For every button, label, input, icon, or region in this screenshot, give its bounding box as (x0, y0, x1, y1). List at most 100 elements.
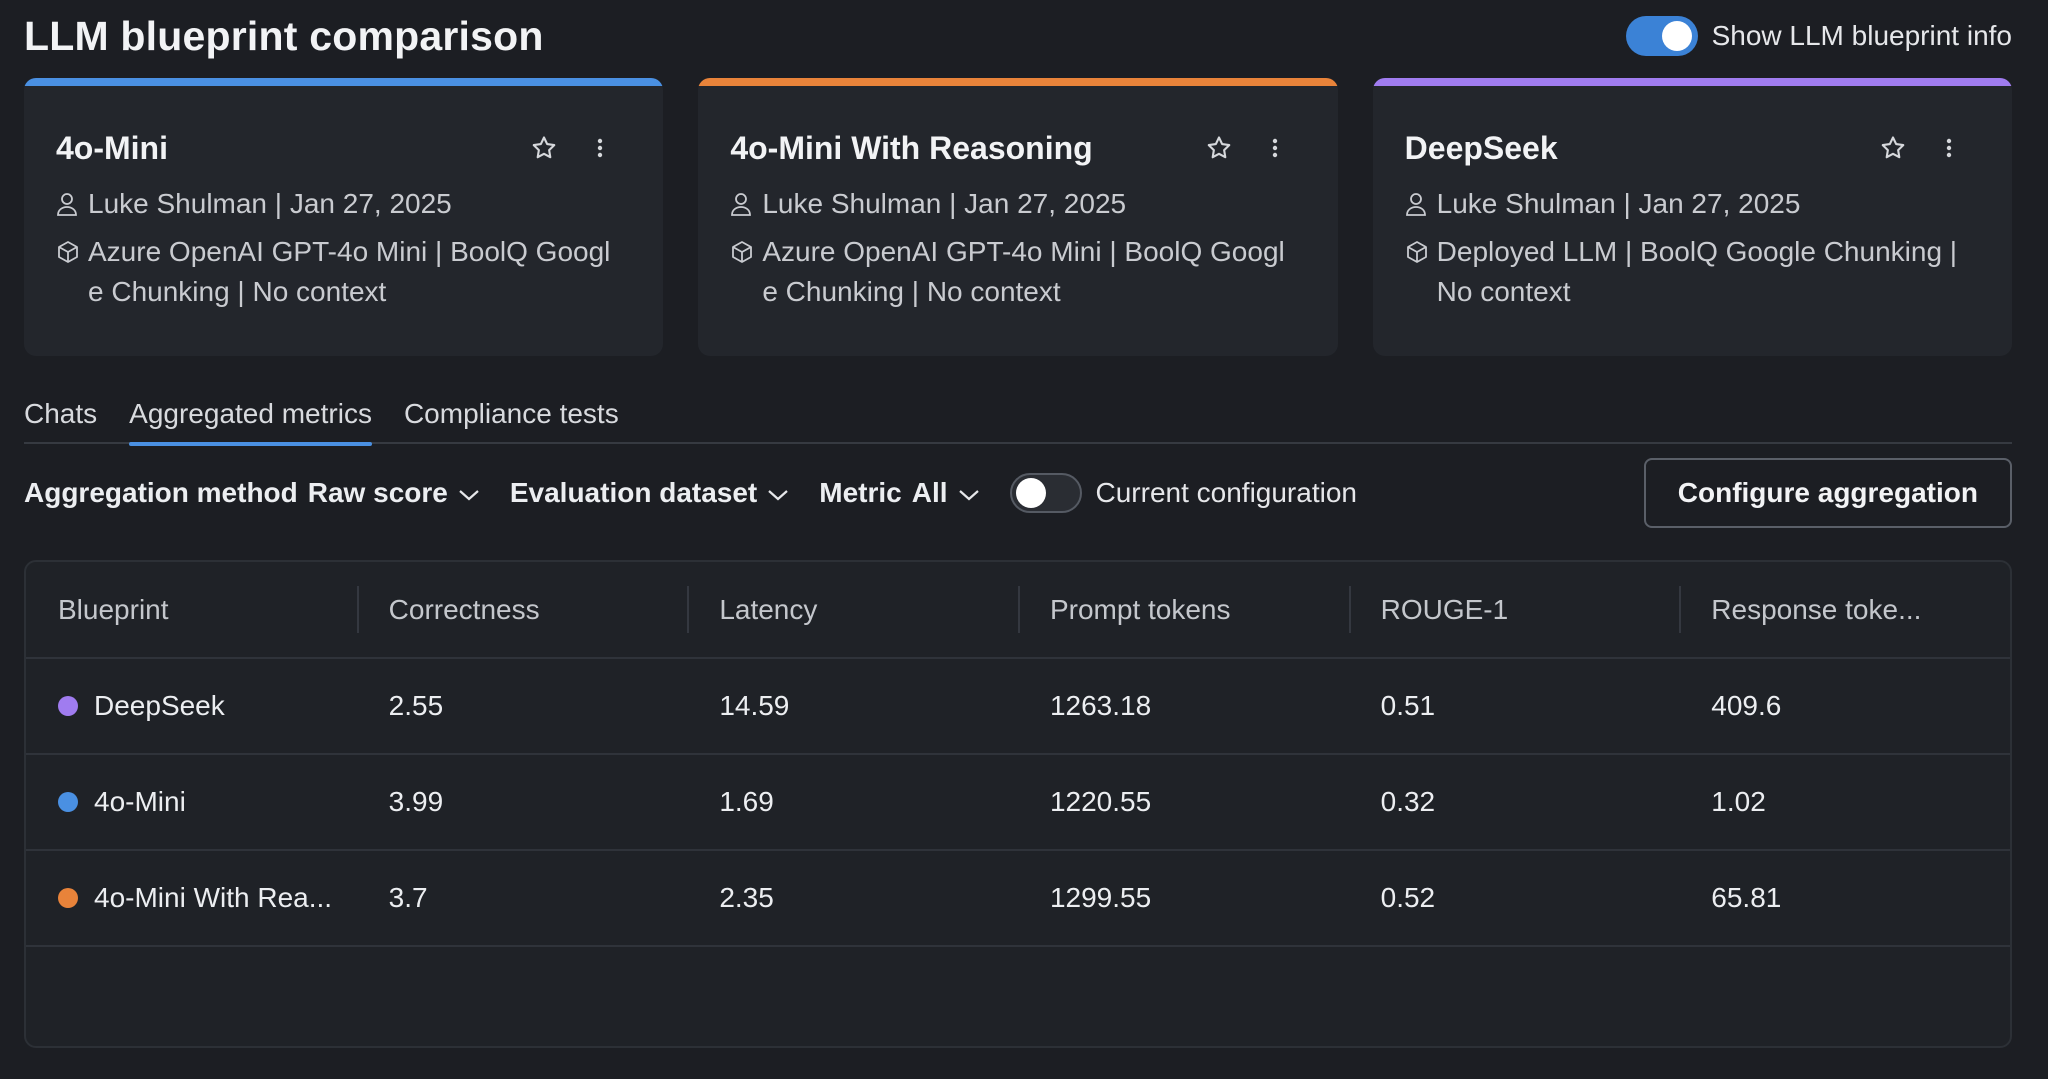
table-cell: 1220.55 (1049, 786, 1152, 817)
table-cell-blueprint: DeepSeek (26, 658, 357, 754)
cube-icon (56, 232, 80, 272)
current-configuration-label: Current configuration (1095, 477, 1357, 508)
evaluation-dataset-dropdown[interactable]: Evaluation dataset (510, 477, 789, 509)
column-header-rouge-1[interactable]: ROUGE-1 (1348, 562, 1680, 658)
table-cell: 2.55 (388, 690, 444, 721)
table-cell-blueprint: 4o-Mini (26, 754, 357, 850)
tab-chats[interactable]: Chats (24, 398, 98, 429)
blueprint-cards: 4o-Mini Luke Shulman | Jan 27, 20 (24, 78, 2012, 356)
blueprint-card-deepseek[interactable]: DeepSeek Luke Shulman | Jan 27, 2 (1372, 78, 2012, 356)
current-configuration-toggle[interactable]: Current configuration (1009, 473, 1357, 513)
toggle-knob (1015, 478, 1046, 508)
page-title: LLM blueprint comparison (24, 12, 544, 59)
table-row[interactable]: 4o-Mini 3.99 1.69 1220.55 0.32 1.02 (26, 754, 2010, 850)
blueprint-color-dot (58, 888, 78, 908)
card-config: Azure OpenAI GPT-4o Mini | BoolQ Googl e … (762, 232, 1305, 312)
card-author-row: Luke Shulman | Jan 27, 2025 (730, 184, 1305, 224)
card-config-line-1: Deployed LLM | BoolQ Google Chunking | (1436, 236, 1958, 267)
user-icon (1405, 184, 1429, 224)
card-author-row: Luke Shulman | Jan 27, 2025 (1405, 184, 1980, 224)
metrics-toolbar: Aggregation method Raw score Evaluation … (24, 458, 2012, 528)
card-accent-bar (698, 78, 1338, 86)
card-config-line-1: Azure OpenAI GPT-4o Mini | BoolQ Googl (762, 236, 1285, 267)
table-cell: 0.32 (1380, 786, 1436, 817)
blueprint-card-4o-mini[interactable]: 4o-Mini Luke Shulman | Jan 27, 20 (24, 78, 664, 356)
table-header-row: Blueprint Correctness Latency Prompt tok… (26, 562, 2010, 658)
table-cell: 0.51 (1380, 690, 1436, 721)
column-header-prompt-tokens[interactable]: Prompt tokens (1017, 562, 1349, 658)
blueprint-name: DeepSeek (94, 690, 225, 721)
metric-value: All (911, 477, 948, 508)
column-header-correctness[interactable]: Correctness (356, 562, 688, 658)
configure-aggregation-button[interactable]: Configure aggregation (1643, 458, 2012, 528)
show-blueprint-info-toggle[interactable]: Show LLM blueprint info (1625, 16, 2012, 56)
more-vertical-icon[interactable] (1932, 131, 1966, 165)
aggregation-method-value: Raw score (307, 477, 448, 508)
table-cell: 409.6 (1711, 690, 1782, 721)
table-row[interactable]: DeepSeek 2.55 14.59 1263.18 0.51 409.6 (26, 658, 2010, 754)
metric-dropdown[interactable]: Metric All (819, 477, 979, 509)
card-config: Deployed LLM | BoolQ Google Chunking | No… (1437, 232, 1980, 312)
card-config-row: Azure OpenAI GPT-4o Mini | BoolQ Googl e … (730, 232, 1305, 312)
table-cell: 2.35 (719, 882, 774, 913)
card-author: Luke Shulman | Jan 27, 2025 (1436, 188, 1801, 219)
table-cell: 1299.55 (1049, 882, 1152, 913)
table-cell: 1.02 (1711, 786, 1766, 817)
table-cell: 1263.18 (1049, 690, 1152, 721)
aggregation-method-label: Aggregation method (24, 477, 298, 508)
table-cell: 0.52 (1380, 882, 1436, 913)
chevron-down-icon (767, 477, 789, 509)
tab-compliance-tests[interactable]: Compliance tests (403, 398, 619, 429)
toggle-switch[interactable] (1625, 16, 1698, 56)
star-icon[interactable] (1876, 131, 1910, 165)
blueprint-name: 4o-Mini (94, 786, 186, 817)
card-author: Luke Shulman | Jan 27, 2025 (88, 188, 452, 219)
card-config-line-1: Azure OpenAI GPT-4o Mini | BoolQ Googl (88, 236, 611, 267)
card-author-row: Luke Shulman | Jan 27, 2025 (56, 184, 631, 224)
metrics-table: Blueprint Correctness Latency Prompt tok… (24, 560, 2012, 1048)
chevron-down-icon (958, 477, 980, 509)
card-config: Azure OpenAI GPT-4o Mini | BoolQ Googl e … (88, 232, 631, 312)
table-cell: 3.99 (388, 786, 444, 817)
table-cell: 3.7 (388, 882, 428, 913)
more-vertical-icon[interactable] (1258, 131, 1292, 165)
cube-icon (1405, 232, 1429, 272)
blueprint-card-4o-mini-with-reasoning[interactable]: 4o-Mini With Reasoning Luke Shulm (698, 78, 1338, 356)
user-icon (56, 184, 80, 224)
table-cell-blueprint: 4o-Mini With Rea... (26, 850, 357, 946)
card-config-row: Azure OpenAI GPT-4o Mini | BoolQ Googl e … (56, 232, 631, 312)
header: LLM blueprint comparison Show LLM bluepr… (24, 0, 2012, 72)
more-vertical-icon[interactable] (583, 131, 617, 165)
star-icon[interactable] (1202, 131, 1236, 165)
chevron-down-icon (458, 477, 480, 509)
column-header-response-tokens[interactable]: Response toke... (1679, 562, 2010, 658)
table-cell: 65.81 (1711, 882, 1782, 913)
card-name: 4o-Mini (56, 129, 168, 166)
cube-icon (730, 232, 754, 272)
card-name: DeepSeek (1404, 129, 1558, 166)
card-author: Luke Shulman | Jan 27, 2025 (762, 188, 1127, 219)
card-accent-bar (24, 78, 664, 86)
evaluation-dataset-label: Evaluation dataset (509, 477, 758, 508)
star-icon[interactable] (527, 131, 561, 165)
table-row[interactable]: 4o-Mini With Rea... 3.7 2.35 1299.55 0.5… (26, 850, 2010, 946)
table-cell: 1.69 (719, 786, 774, 817)
card-config-line-2: e Chunking | No context (762, 276, 1061, 307)
blueprint-color-dot (58, 792, 78, 812)
toggle-knob (1661, 21, 1692, 51)
aggregation-method-dropdown[interactable]: Aggregation method Raw score (24, 477, 480, 509)
tab-aggregated-metrics[interactable]: Aggregated metrics (129, 384, 372, 446)
toggle-label: Show LLM blueprint info (1711, 20, 2012, 51)
column-header-blueprint[interactable]: Blueprint (58, 593, 169, 625)
table-cell: 14.59 (719, 690, 790, 721)
column-header-latency[interactable]: Latency (687, 562, 1018, 658)
blueprint-name: 4o-Mini With Rea... (94, 882, 333, 913)
tab-bar: Chats Aggregated metrics Compliance test… (24, 384, 2012, 446)
card-config-line-2: No context (1436, 276, 1571, 307)
metric-label: Metric (819, 477, 902, 508)
blueprint-color-dot (58, 696, 78, 716)
toggle-switch[interactable] (1009, 473, 1082, 513)
card-config-line-2: e Chunking | No context (88, 276, 387, 307)
user-icon (730, 184, 754, 224)
